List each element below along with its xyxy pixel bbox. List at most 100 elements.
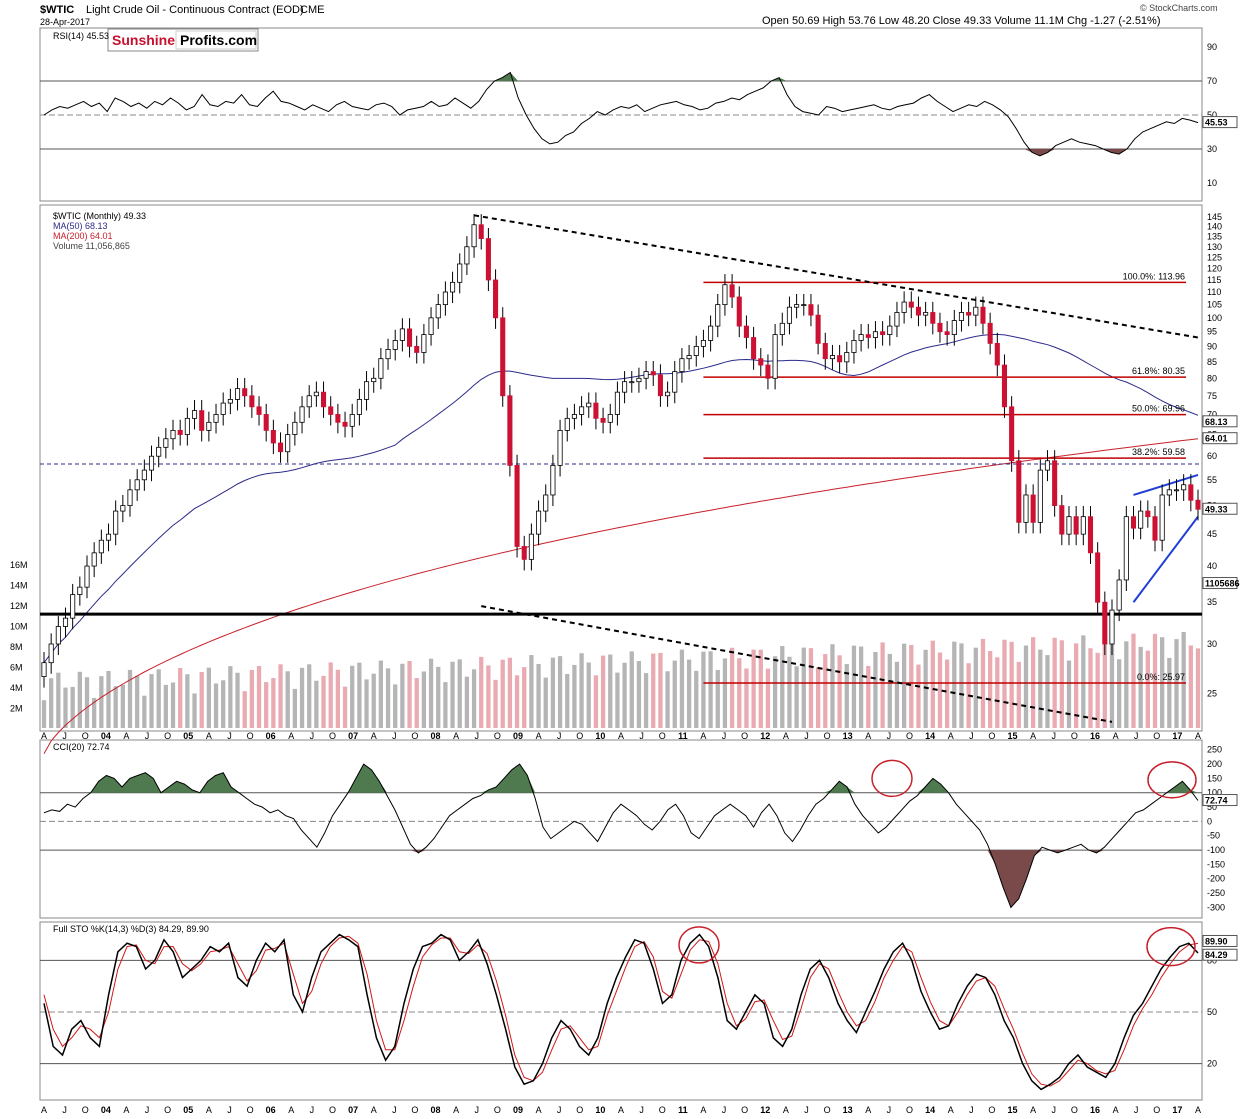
volume-bar [873,651,878,728]
candle-body [973,306,979,316]
candle-body [206,421,212,431]
volume-bar [823,654,828,728]
volume-bar [428,658,434,728]
volume-bar [1095,652,1100,728]
cci-tick-label: -250 [1207,888,1225,898]
candle-body [285,434,291,453]
price-tick-label: 120 [1207,263,1222,273]
sto-highlight-circle [678,926,720,964]
x-axis-label-bottom: O [659,1105,666,1115]
x-axis-label: J [1052,731,1057,741]
candle-body [600,417,606,423]
candle-body [55,626,61,645]
volume-bar [758,649,763,728]
candle-body [966,312,972,316]
x-axis-label-bottom: O [164,1105,171,1115]
x-axis-label-bottom: A [1113,1105,1119,1115]
candle-body [227,399,233,404]
price-tick-label: 85 [1207,357,1217,367]
x-axis-label: O [659,731,666,741]
volume-bar [421,671,427,728]
volume-bar [170,682,176,728]
candle-body [399,328,405,341]
candle-body [822,342,828,360]
candle-body [593,402,599,419]
candle-body [156,446,162,457]
x-axis-label: A [41,731,47,741]
volume-bar [314,680,319,728]
volume-bar [600,655,606,728]
candle-body [729,284,735,298]
x-axis-label: O [576,731,583,741]
ma200-last-label-box [1202,432,1238,445]
x-axis-label-bottom: 13 [843,1105,853,1115]
rsi-tick-label: 90 [1207,42,1217,52]
candle-body [342,421,348,427]
volume-bar [500,659,505,728]
x-axis-label: A [1113,731,1119,741]
candle-body [263,414,269,431]
volume-bar [830,644,835,728]
candle-body [851,340,857,353]
x-axis-label: O [1153,731,1160,741]
candle-body [980,306,986,324]
cci-highlight-circle [871,759,913,798]
candle-body [191,410,198,419]
x-axis-label-bottom: A [206,1105,212,1115]
sto-tick-label: 20 [1207,1059,1217,1069]
volume-bar [586,662,591,728]
volume-bar [694,670,699,728]
rsi-last-label-box [1202,116,1238,129]
candle-body [514,464,520,547]
candle-body [457,263,463,283]
candle-body [1109,609,1115,645]
x-axis-label: 08 [431,731,441,741]
x-axis-label: O [824,731,831,741]
sto-k-last-label: 84.29 [1205,950,1228,960]
x-axis-label-bottom: 11 [678,1105,688,1115]
x-axis-label-bottom: J [804,1105,809,1115]
volume-bar [1074,643,1079,728]
volume-tick-label: 8M [10,642,23,652]
candle-body [407,328,413,347]
candle-body [944,331,950,335]
candle-body [765,364,771,379]
volume-bar [844,664,849,728]
candle-body [643,371,649,379]
price-tick-label: 45 [1207,529,1217,539]
candle-body [543,494,549,512]
candle-body [650,371,656,376]
x-axis-label-bottom: A [288,1105,294,1115]
x-axis-label: A [371,731,377,741]
volume-bar [801,647,806,728]
x-axis-label-bottom: A [41,1105,47,1115]
x-axis-label-bottom: J [392,1105,397,1115]
cci-highlight-circle [1147,761,1197,799]
candle-body [177,429,183,435]
volume-bar [328,662,333,728]
volume-bar [1138,646,1143,728]
candle-body [163,438,169,448]
candle-body [937,322,943,333]
candle-body [500,317,506,397]
x-axis-label-bottom: 12 [760,1105,770,1115]
volume-bar [780,645,785,728]
x-axis-label: J [475,731,480,741]
candle-body [786,306,792,324]
volume-bar [593,675,599,728]
volume-bar [715,669,720,728]
candle-body [385,349,391,360]
x-axis-label: 14 [925,731,935,741]
channel-lower-line [1132,516,1199,603]
candle-body [586,402,592,408]
volume-bar [1009,641,1014,728]
candle-body [1138,510,1144,529]
candle-body [1080,516,1086,535]
x-axis-label-bottom: A [700,1105,706,1115]
chart-name: Light Crude Oil - Continuous Contract (E… [86,4,304,16]
x-axis-label: O [164,731,171,741]
x-axis-label-bottom: J [310,1105,315,1115]
candle-body [571,414,577,419]
volume-bar [643,673,649,728]
